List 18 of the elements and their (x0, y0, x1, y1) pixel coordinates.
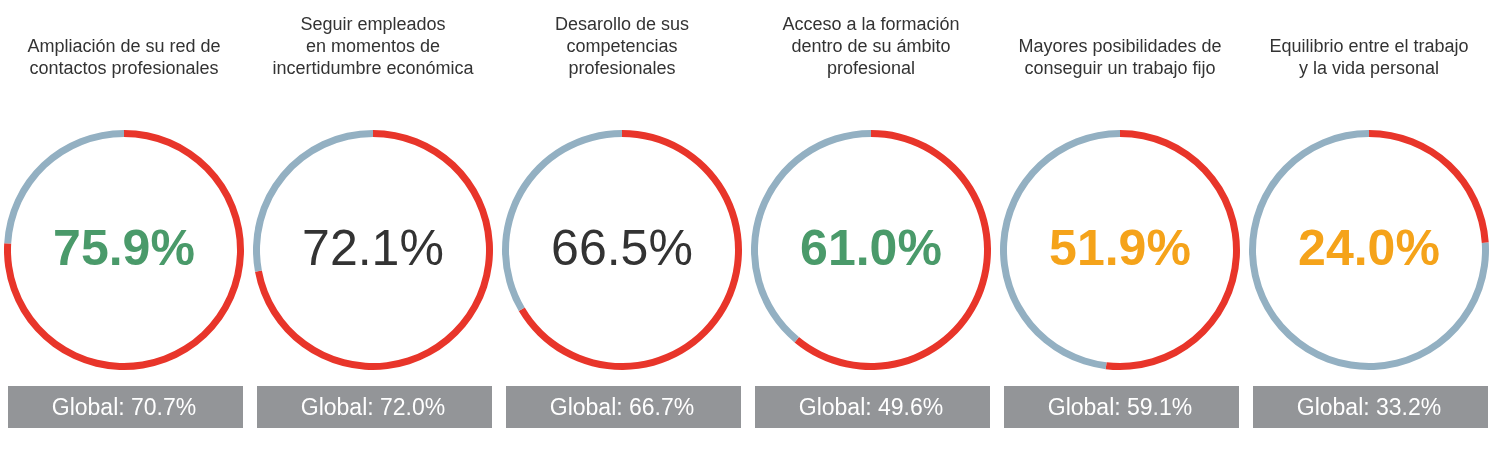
chart-title: Desarollo de sus competencias profesionales (554, 14, 690, 78)
text: Global: 66.7% (549, 394, 695, 420)
text: Global: 59.1% (1047, 394, 1193, 420)
text: Global: 33.2% (1296, 394, 1442, 420)
chart-title: Ampliación de su red de contactos profesionales (27, 36, 221, 78)
text: 66.5% (551, 220, 693, 276)
chart-title: Mayores posibilidades de conseguir un trabajo fijo (1018, 36, 1222, 78)
text: 75.9% (53, 220, 195, 276)
text: 61.0% (800, 220, 942, 276)
chart-title: Acceso a la formación dentro de su ámbito profesional (782, 14, 960, 78)
text: 72.1% (302, 220, 444, 276)
text: 24.0% (1298, 220, 1440, 276)
text: Global: 70.7% (51, 394, 197, 420)
chart-title: Equilibrio entre el trabajo y la vida personal (1269, 36, 1469, 78)
text: Global: 49.6% (798, 394, 944, 420)
text: 51.9% (1049, 220, 1191, 276)
chart-title: Seguir empleados en momentos de incertidumbre económica (272, 14, 475, 78)
text: Global: 72.0% (300, 394, 446, 420)
